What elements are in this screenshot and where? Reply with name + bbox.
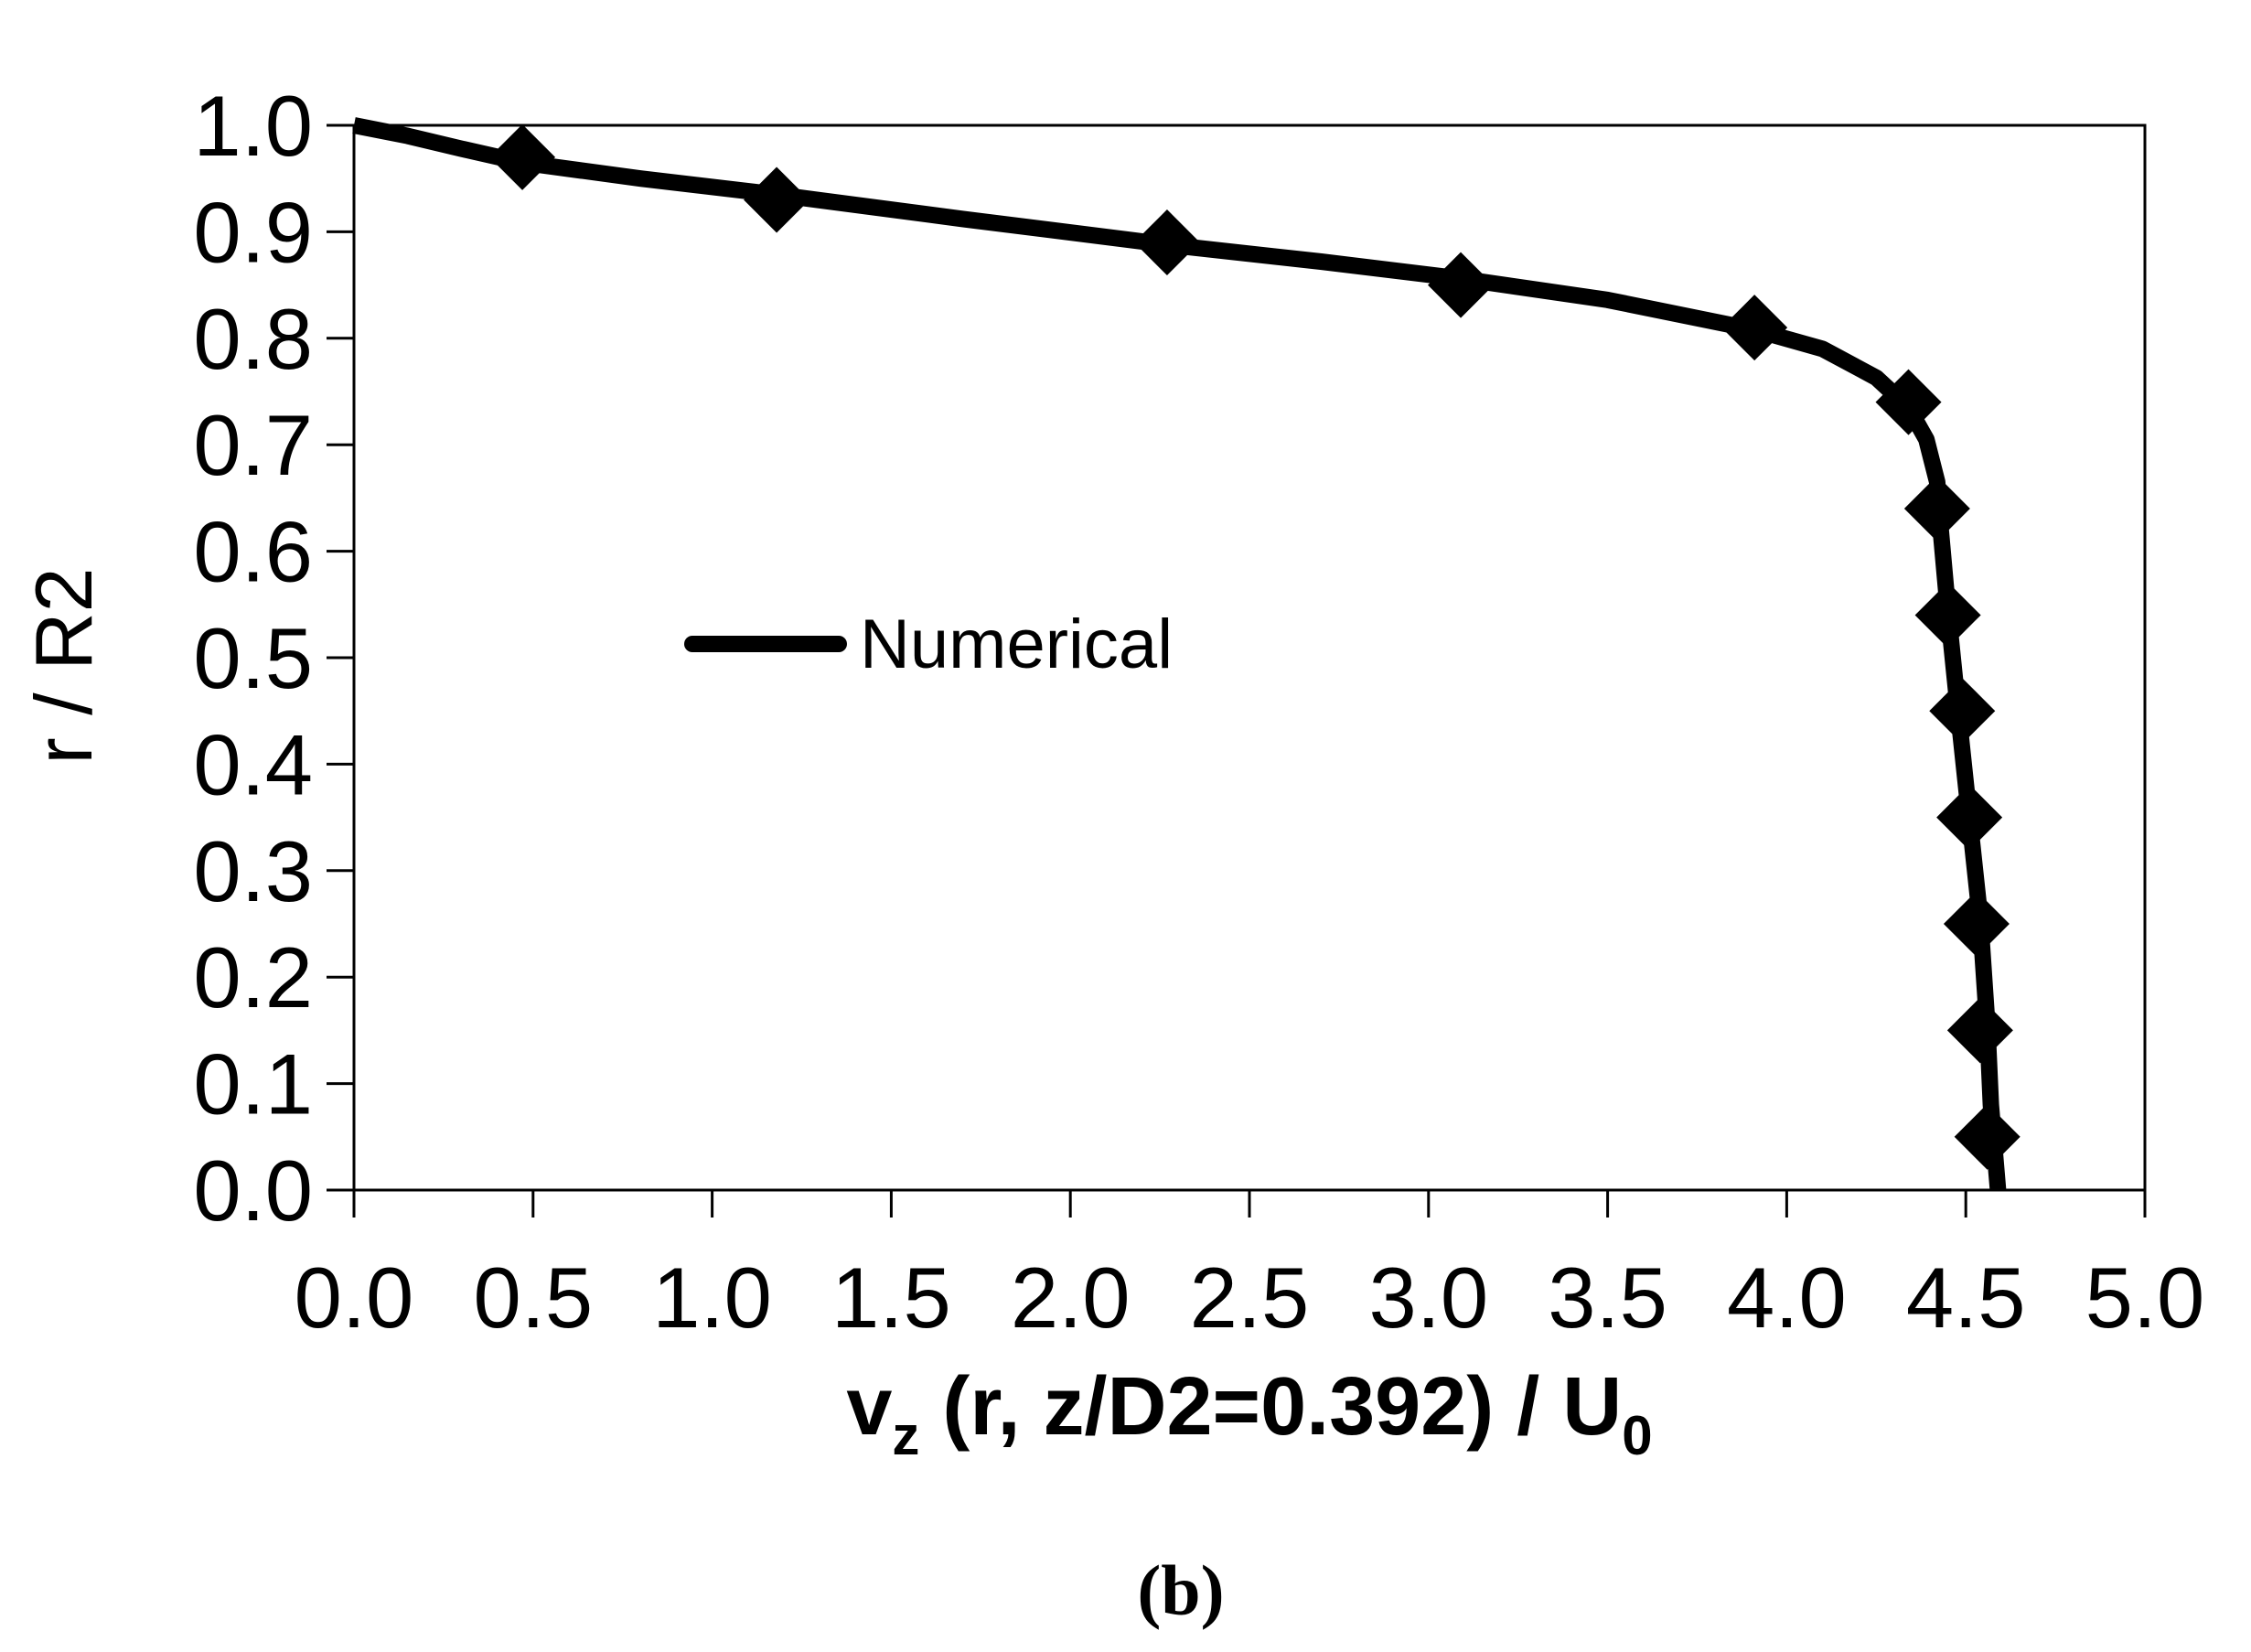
x-tick-label: 3.0 (1368, 1250, 1488, 1346)
y-tick-label: 0.5 (193, 610, 313, 706)
x-axis-title: vz (r, z/D2=0.392) / U0 (846, 1361, 1652, 1466)
x-axis-title-mid: (r, z/D2=0.392) / U (919, 1361, 1622, 1453)
x-tick-label: 2.0 (1011, 1250, 1131, 1346)
y-axis-tick-labels: 0.0 0.1 0.2 0.3 0.4 0.5 0.6 0.7 0.8 0.9 1.0 (193, 78, 313, 1239)
x-tick-label: 1.0 (652, 1250, 772, 1346)
x-axis-title-end-sub: 0 (1622, 1405, 1652, 1466)
legend-label-numerical: Numerical (860, 606, 1173, 683)
x-tick-label: 1.5 (831, 1250, 951, 1346)
data-marker-diamond (1954, 1103, 2021, 1170)
data-marker-diamond (1903, 476, 1970, 542)
y-tick-label: 0.9 (193, 184, 313, 280)
y-tick-label: 0.6 (193, 504, 313, 600)
x-tick-label: 0.0 (295, 1250, 414, 1346)
figure-caption: (b) (1137, 1550, 1224, 1630)
data-marker-diamond (1875, 369, 1942, 435)
x-axis-tick-labels: 0.0 0.5 1.0 1.5 2.0 2.5 3.0 3.5 4.0 4.5 5.0 (295, 1250, 2205, 1346)
data-marker-diamond (744, 166, 810, 233)
x-tick-label: 2.5 (1190, 1250, 1310, 1346)
y-tick-label: 0.7 (193, 397, 313, 493)
y-tick-label: 0.0 (193, 1142, 313, 1239)
y-tick-label: 0.8 (193, 291, 313, 387)
data-marker-diamond (1929, 678, 1996, 745)
data-marker-diamond (1943, 891, 2010, 957)
x-axis-title-sub: z (892, 1405, 919, 1466)
x-tick-label: 5.0 (2085, 1250, 2205, 1346)
x-tick-label: 3.5 (1548, 1250, 1667, 1346)
x-tick-label: 4.0 (1727, 1250, 1847, 1346)
x-tick-label: 0.5 (473, 1250, 593, 1346)
x-axis-ticks (352, 1190, 2147, 1218)
legend: Numerical (684, 606, 1173, 683)
marker-layer (489, 123, 2021, 1170)
x-tick-label: 4.5 (1906, 1250, 2026, 1346)
data-marker-diamond (1721, 295, 1788, 361)
y-tick-label: 0.3 (193, 823, 313, 919)
y-tick-label: 0.2 (193, 929, 313, 1025)
data-marker-diamond (1946, 997, 2013, 1064)
data-marker-diamond (1936, 784, 2003, 851)
y-tick-label: 0.4 (193, 716, 313, 812)
y-axis-title: r / R2 (18, 567, 109, 764)
data-marker-diamond (489, 123, 556, 190)
x-axis-title-main: v (846, 1361, 892, 1453)
y-tick-label: 0.1 (193, 1036, 313, 1132)
y-axis-ticks (327, 123, 354, 1192)
data-marker-diamond (1133, 209, 1200, 276)
y-tick-label: 1.0 (193, 78, 313, 174)
data-marker-diamond (1914, 582, 1981, 649)
data-marker-diamond (1428, 252, 1495, 318)
plot-area (352, 123, 2147, 1192)
